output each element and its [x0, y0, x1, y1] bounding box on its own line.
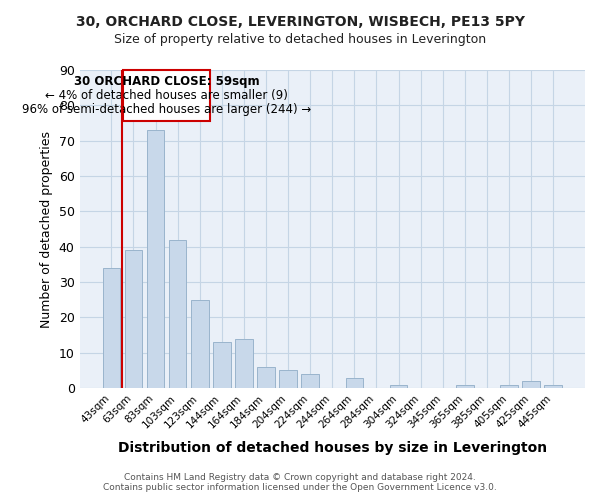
Bar — [125, 250, 142, 388]
Bar — [500, 384, 518, 388]
Bar — [147, 130, 164, 388]
Bar — [544, 384, 562, 388]
Text: 30, ORCHARD CLOSE, LEVERINGTON, WISBECH, PE13 5PY: 30, ORCHARD CLOSE, LEVERINGTON, WISBECH,… — [76, 15, 524, 29]
Bar — [522, 381, 540, 388]
Text: Size of property relative to detached houses in Leverington: Size of property relative to detached ho… — [114, 32, 486, 46]
Y-axis label: Number of detached properties: Number of detached properties — [40, 130, 53, 328]
FancyBboxPatch shape — [123, 70, 211, 122]
Text: ← 4% of detached houses are smaller (9): ← 4% of detached houses are smaller (9) — [45, 89, 288, 102]
Bar — [213, 342, 230, 388]
Bar — [279, 370, 297, 388]
Bar — [191, 300, 209, 388]
Bar — [169, 240, 187, 388]
Bar — [390, 384, 407, 388]
Bar — [257, 367, 275, 388]
Bar — [103, 268, 120, 388]
Bar — [235, 338, 253, 388]
Text: Contains HM Land Registry data © Crown copyright and database right 2024.
Contai: Contains HM Land Registry data © Crown c… — [103, 473, 497, 492]
X-axis label: Distribution of detached houses by size in Leverington: Distribution of detached houses by size … — [118, 441, 547, 455]
Bar — [301, 374, 319, 388]
Text: 96% of semi-detached houses are larger (244) →: 96% of semi-detached houses are larger (… — [22, 104, 311, 117]
Bar — [456, 384, 473, 388]
Bar — [346, 378, 363, 388]
Text: 30 ORCHARD CLOSE: 59sqm: 30 ORCHARD CLOSE: 59sqm — [74, 75, 259, 88]
